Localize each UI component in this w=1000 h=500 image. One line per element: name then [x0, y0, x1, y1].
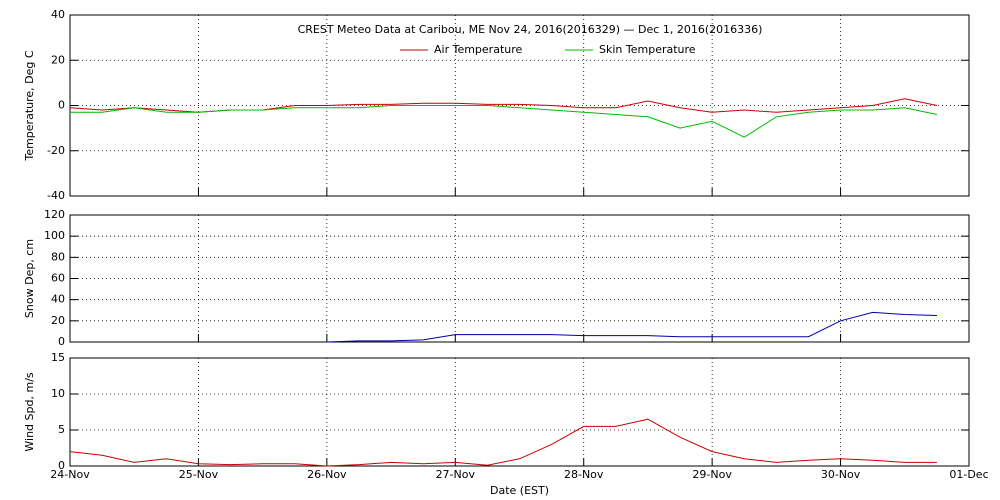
y-axis-label: Snow Dep, cm [23, 239, 36, 318]
series-line [70, 105, 938, 138]
y-tick-label: 15 [51, 351, 65, 364]
y-tick-label: 20 [51, 314, 65, 327]
y-axis-label: Temperature, Deg C [23, 50, 36, 161]
legend-label: Skin Temperature [599, 43, 696, 56]
legend-label: Air Temperature [434, 43, 523, 56]
y-axis-label: Wind Spd, m/s [23, 372, 36, 452]
x-tick-label: 30-Nov [821, 468, 861, 481]
x-tick-label: 01-Dec [949, 468, 988, 481]
y-tick-label: 0 [58, 459, 65, 472]
x-tick-label: 29-Nov [692, 468, 732, 481]
y-tick-label: 60 [51, 272, 65, 285]
y-tick-label: 0 [58, 335, 65, 348]
y-tick-label: 20 [51, 53, 65, 66]
series-line [326, 311, 937, 343]
x-axis-label: Date (EST) [490, 484, 549, 497]
y-tick-label: 100 [44, 229, 65, 242]
y-tick-label: -40 [47, 189, 65, 202]
plot-frame [69, 214, 970, 343]
chart-title: CREST Meteo Data at Caribou, ME Nov 24, … [298, 23, 763, 36]
y-tick-label: 40 [51, 293, 65, 306]
x-tick-label: 24-Nov [50, 468, 90, 481]
y-tick-label: 10 [51, 387, 65, 400]
x-tick-label: 27-Nov [436, 468, 476, 481]
x-tick-label: 28-Nov [564, 468, 604, 481]
x-tick-label: 26-Nov [307, 468, 347, 481]
y-tick-label: 80 [51, 250, 65, 263]
y-tick-label: 5 [58, 423, 65, 436]
series-line [69, 418, 937, 467]
y-tick-label: 120 [44, 208, 65, 221]
plot-frame [69, 14, 970, 197]
y-tick-label: -20 [47, 144, 65, 157]
plot-frame [69, 357, 970, 467]
y-tick-label: 40 [51, 8, 65, 21]
y-tick-label: 0 [58, 99, 65, 112]
x-tick-label: 25-Nov [179, 468, 219, 481]
